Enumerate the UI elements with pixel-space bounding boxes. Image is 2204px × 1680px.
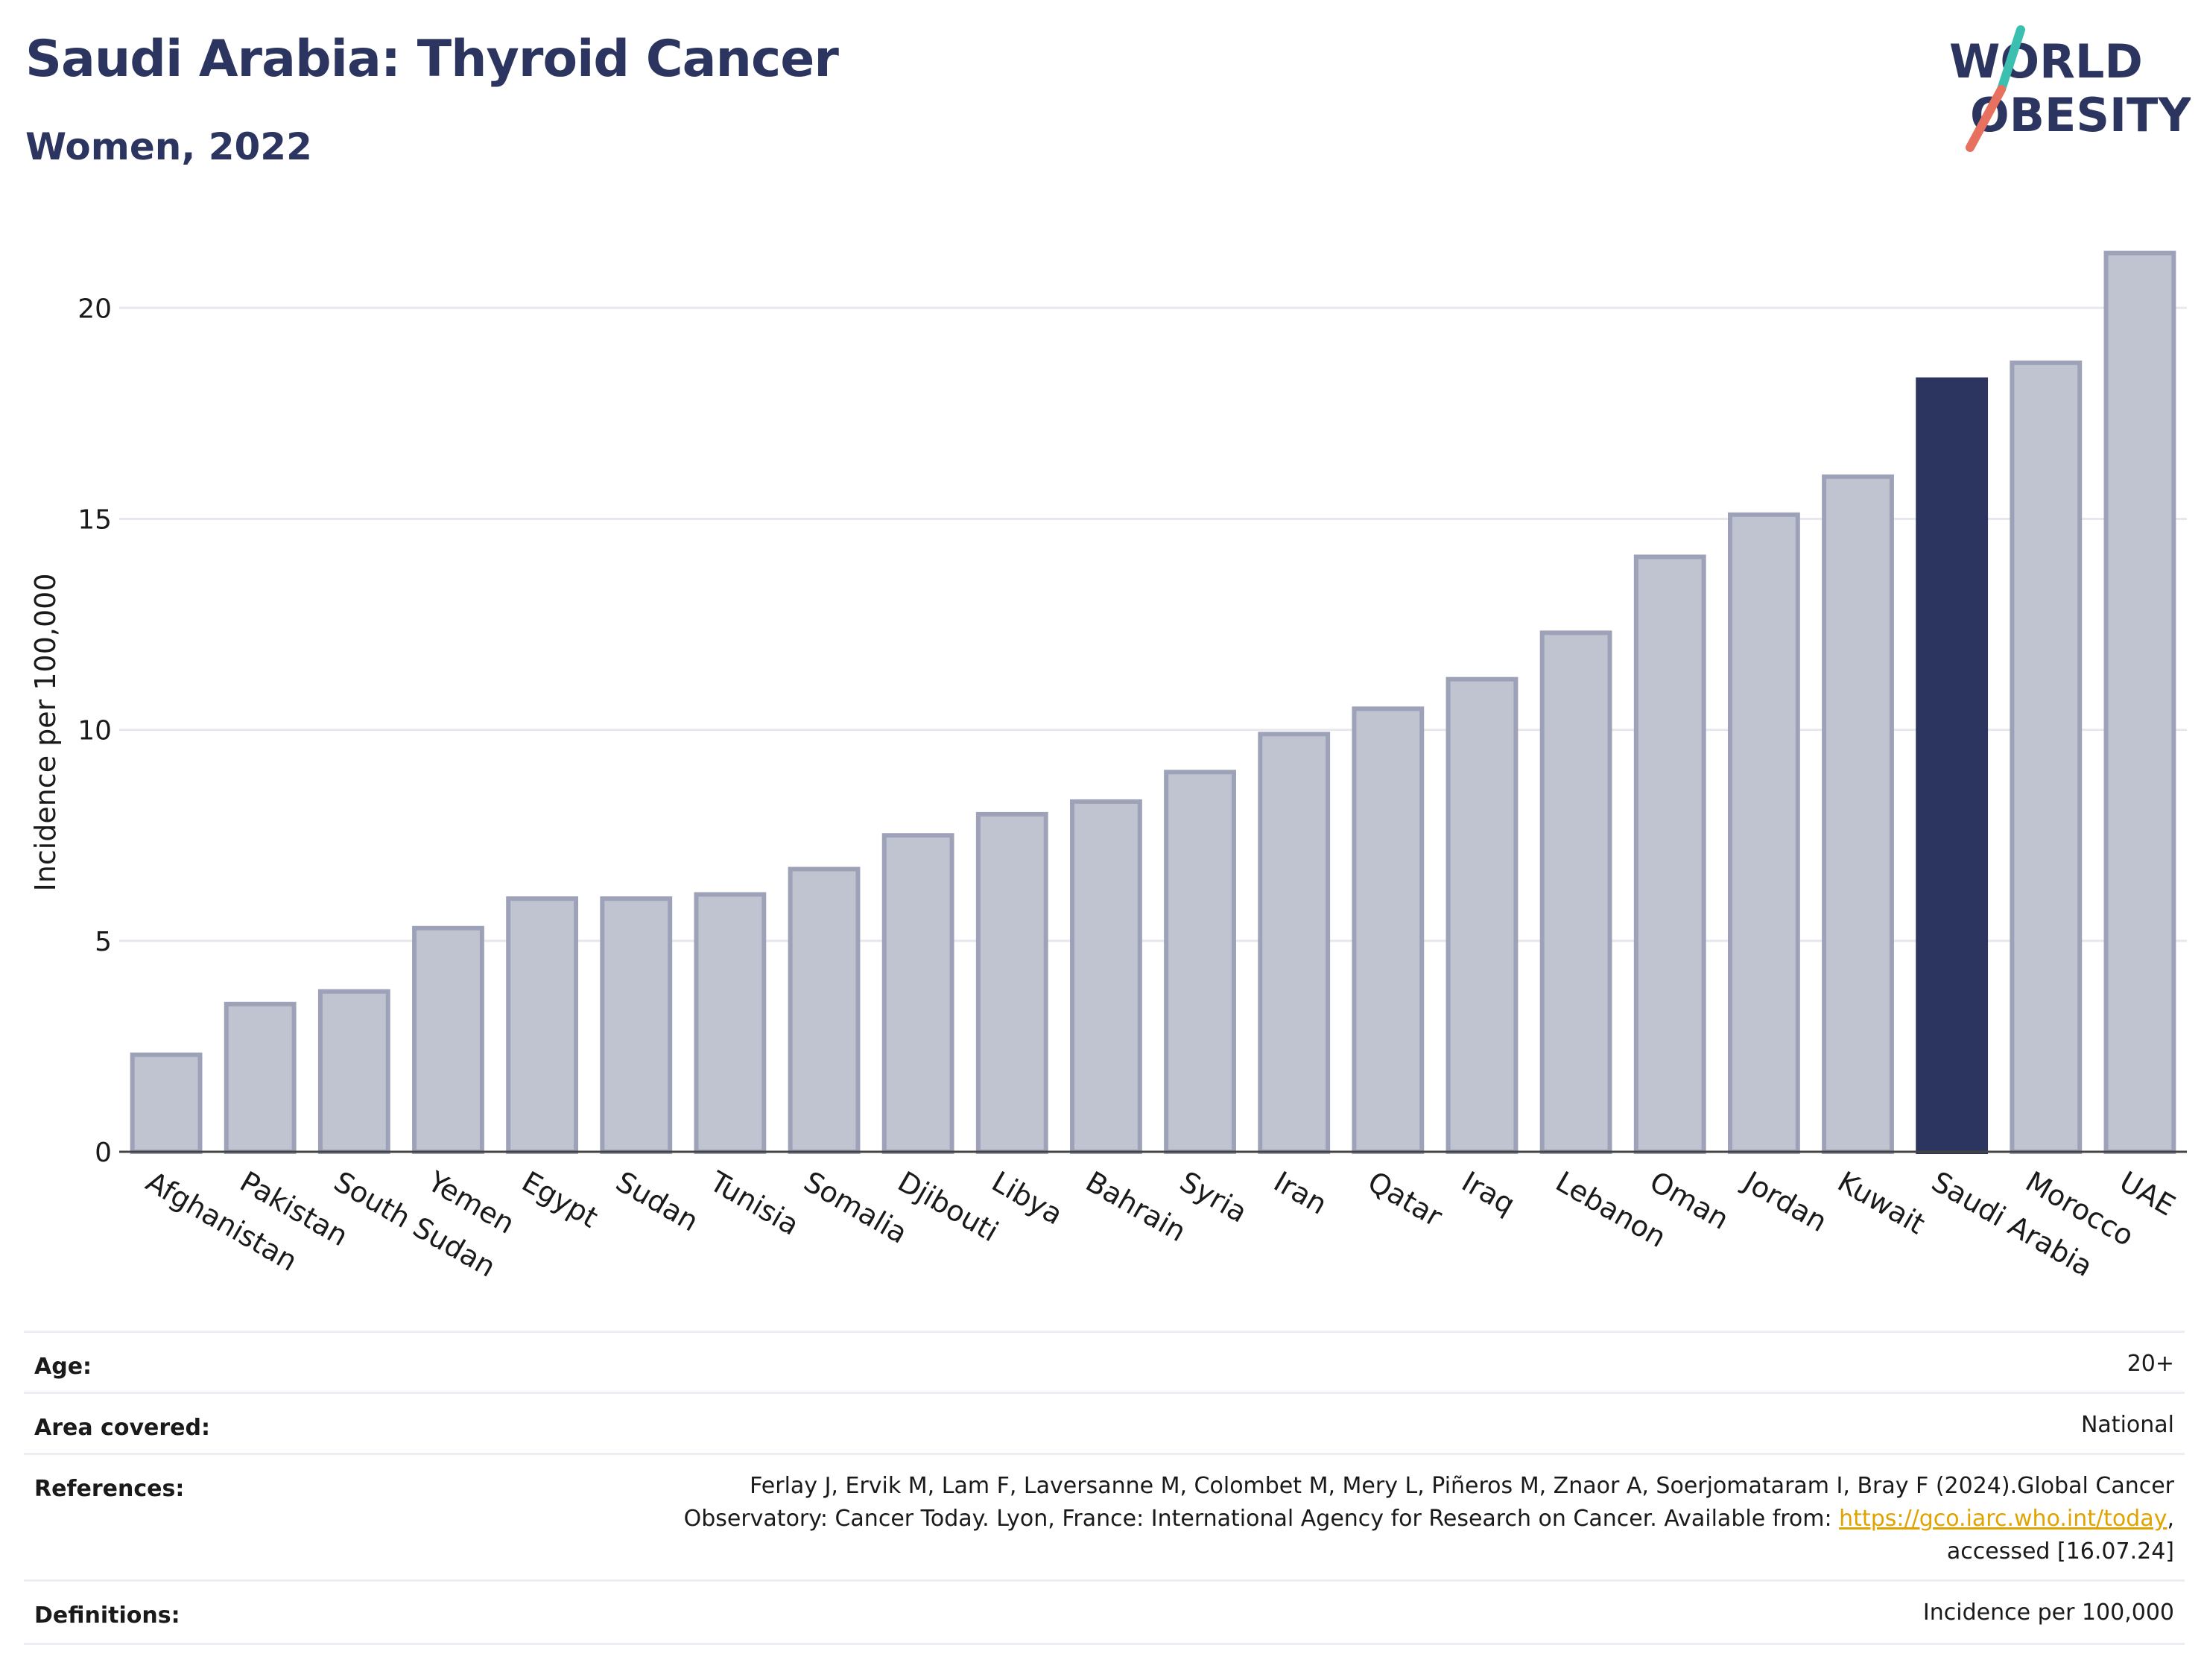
references-line-1: Ferlay J, Ervik M, Lam F, Laversanne M, … xyxy=(750,1473,2174,1499)
area-label: Area covered: xyxy=(34,1415,210,1441)
bar-yemen[interactable] xyxy=(412,925,484,1154)
y-axis-label: Incidence per 100,000 xyxy=(29,573,62,891)
x-tick-label: Iraq xyxy=(1456,1165,1520,1221)
x-tick-label: Djibouti xyxy=(893,1165,1004,1249)
x-tick-label: Jordan xyxy=(1737,1164,1832,1239)
references-value: Ferlay J, Ervik M, Lam F, Laversanne M, … xyxy=(684,1470,2174,1568)
age-value: 20+ xyxy=(2127,1351,2174,1377)
chart-title: Saudi Arabia: Thyroid Cancer xyxy=(25,30,839,89)
info-row-definitions: Definitions: Incidence per 100,000 xyxy=(24,1579,2185,1645)
bar-egypt[interactable] xyxy=(506,896,579,1154)
y-tick-labels: 0 5 10 15 20 xyxy=(77,294,112,1168)
info-row-area: Area covered: National xyxy=(24,1392,2185,1454)
logo-text-obesity: OBESITY xyxy=(1970,88,2191,142)
logo-slash-bottom xyxy=(1966,85,2006,152)
bar-somalia[interactable] xyxy=(788,866,861,1154)
references-label: References: xyxy=(34,1476,185,1502)
logo-text-world: WORLD xyxy=(1949,34,2143,89)
definitions-value: Incidence per 100,000 xyxy=(1922,1600,2174,1626)
age-label: Age: xyxy=(34,1354,92,1380)
definitions-label: Definitions: xyxy=(34,1603,180,1629)
x-tick-label: Saudi Arabia xyxy=(1926,1165,2098,1284)
bar-qatar[interactable] xyxy=(1352,706,1425,1154)
bar-sudan[interactable] xyxy=(600,896,673,1154)
references-line-2-prefix: Observatory: Cancer Today. Lyon, France:… xyxy=(683,1506,1840,1532)
bar-pakistan[interactable] xyxy=(224,1001,297,1154)
x-tick-label: Somalia xyxy=(799,1165,913,1250)
logo-slash-top xyxy=(1997,25,2025,94)
world-obesity-logo: WORLD OBESITY xyxy=(1949,25,2191,152)
x-tick-label: South Sudan xyxy=(329,1165,501,1284)
y-tick-label: 0 xyxy=(95,1138,112,1168)
bar-syria[interactable] xyxy=(1164,770,1236,1154)
info-row-age: Age: 20+ xyxy=(24,1331,2185,1392)
y-tick-label: 10 xyxy=(77,716,112,747)
bar-jordan[interactable] xyxy=(1727,512,1800,1154)
references-line-2-suffix: , xyxy=(2167,1506,2174,1532)
bars xyxy=(130,250,2176,1155)
bar-saudi-arabia[interactable] xyxy=(1916,377,1989,1154)
bar-iran[interactable] xyxy=(1258,732,1331,1154)
bar-lebanon[interactable] xyxy=(1539,630,1612,1154)
bar-south-sudan[interactable] xyxy=(317,989,390,1155)
bar-oman[interactable] xyxy=(1633,554,1706,1154)
bar-kuwait[interactable] xyxy=(1822,474,1894,1154)
x-tick-label: Egypt xyxy=(516,1165,604,1234)
y-tick-label: 5 xyxy=(95,927,112,957)
x-tick-label: Kuwait xyxy=(1832,1165,1931,1241)
x-tick-label: Bahrain xyxy=(1080,1165,1191,1249)
references-line-2: Observatory: Cancer Today. Lyon, France:… xyxy=(684,1503,2174,1535)
bar-libya[interactable] xyxy=(975,811,1048,1154)
bar-djibouti[interactable] xyxy=(881,833,954,1155)
references-line-3: accessed [16.07.24] xyxy=(1946,1538,2174,1565)
y-tick-label: 20 xyxy=(77,294,112,324)
chart-subtitle: Women, 2022 xyxy=(25,125,312,168)
bar-bahrain[interactable] xyxy=(1070,799,1142,1155)
y-tick-label: 15 xyxy=(77,504,112,535)
bar-iraq[interactable] xyxy=(1445,676,1519,1154)
x-tick-label: UAE xyxy=(2114,1165,2180,1223)
area-value: National xyxy=(2080,1412,2174,1438)
bar-morocco[interactable] xyxy=(2010,360,2083,1154)
info-row-references: References: Ferlay J, Ervik M, Lam F, La… xyxy=(24,1453,2185,1580)
bar-tunisia[interactable] xyxy=(694,892,767,1154)
x-tick-label: Sudan xyxy=(610,1165,704,1238)
x-tick-label: Qatar xyxy=(1362,1165,1448,1234)
bar-afghanistan[interactable] xyxy=(130,1052,203,1154)
x-tick-label: Iran xyxy=(1268,1165,1332,1221)
bar-uae[interactable] xyxy=(2103,250,2176,1154)
references-link[interactable]: https://gco.iarc.who.int/today xyxy=(1839,1506,2167,1532)
x-tick-label: Tunisia xyxy=(704,1164,805,1242)
